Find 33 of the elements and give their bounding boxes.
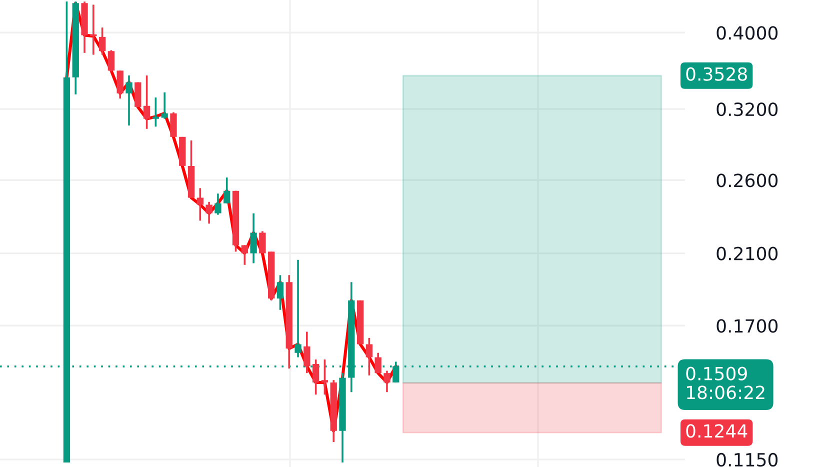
candlestick xyxy=(98,26,106,56)
candlestick xyxy=(241,244,248,266)
ref-line-label: 0.1509 xyxy=(686,366,747,380)
band-label: 0.3528 xyxy=(686,67,747,81)
candlestick xyxy=(294,258,302,358)
y-tick-label: 0.1150 xyxy=(716,452,778,467)
candlestick xyxy=(196,187,204,222)
text: 18:06:22 xyxy=(686,386,764,400)
candlestick xyxy=(161,91,168,120)
candlestick xyxy=(170,111,177,138)
candlestick xyxy=(366,337,373,376)
y-tick-label: 0.3200 xyxy=(716,102,778,116)
candlestick xyxy=(276,274,284,311)
candlestick xyxy=(152,96,160,128)
candlestick xyxy=(374,352,382,374)
candlestick xyxy=(214,192,222,216)
band-label: 0.1244 xyxy=(686,424,748,438)
candlestick xyxy=(321,358,328,396)
candlestick xyxy=(116,70,124,100)
candlestick xyxy=(304,330,310,374)
candlestick xyxy=(384,370,390,394)
candlestick xyxy=(312,358,320,396)
candlestick xyxy=(259,230,266,254)
candlestick xyxy=(108,49,115,72)
candlestick xyxy=(250,212,257,264)
candlestick xyxy=(206,200,212,225)
y-tick-label: 0.4000 xyxy=(716,26,778,40)
candlestick xyxy=(224,176,230,204)
candlestick xyxy=(143,74,150,130)
y-tick-label: 0.2100 xyxy=(716,246,778,260)
y-tick-label: 0.1700 xyxy=(716,319,778,333)
candlestick xyxy=(126,74,132,126)
y-tick-label: 0.2600 xyxy=(716,174,778,188)
